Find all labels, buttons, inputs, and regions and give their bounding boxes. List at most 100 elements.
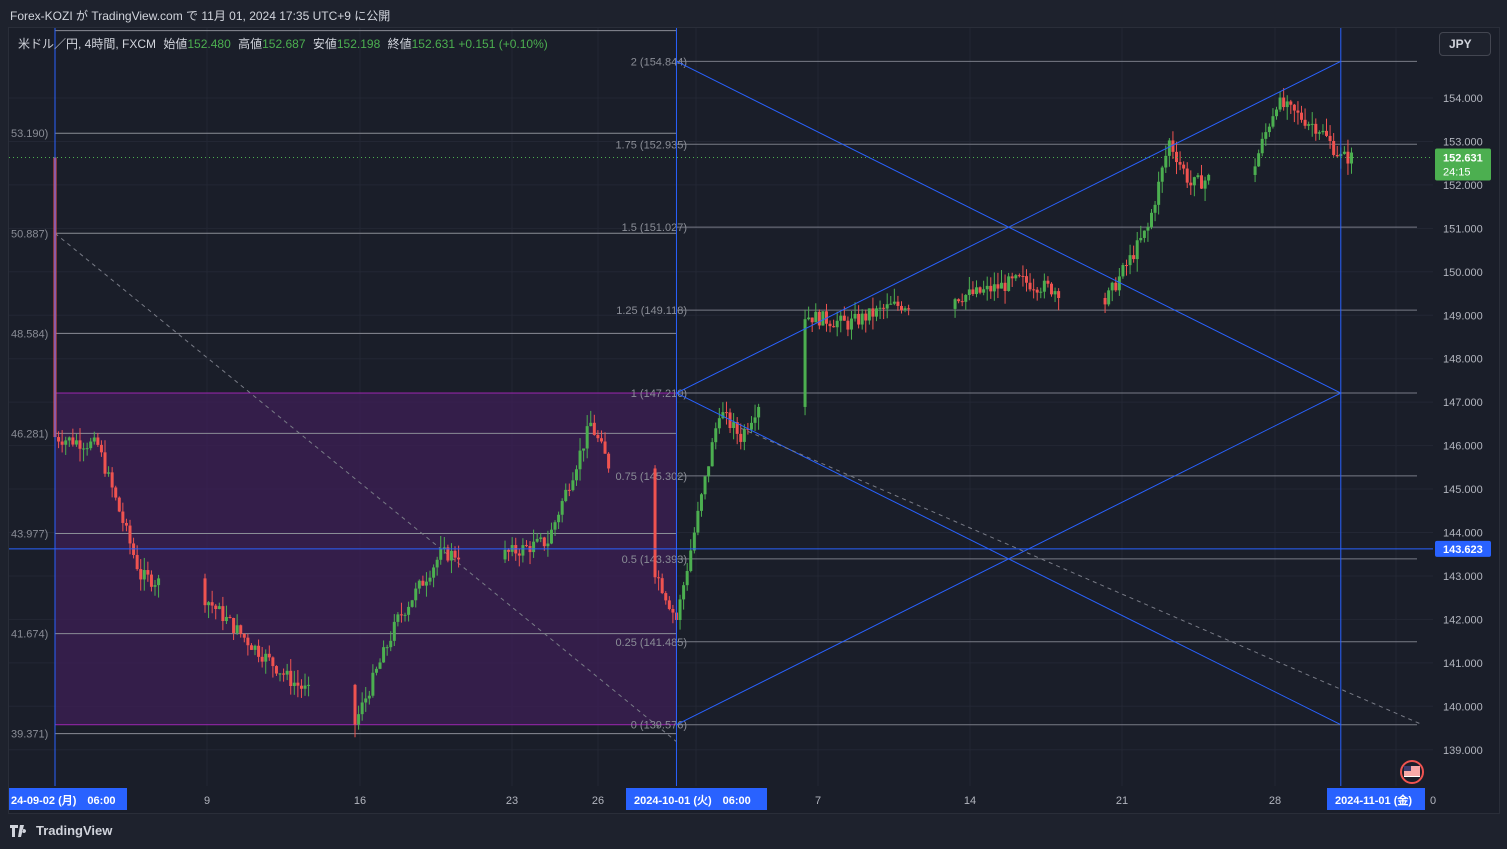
- time-tick: 16: [354, 795, 366, 807]
- candle-body: [682, 585, 686, 600]
- candle-body: [1196, 175, 1200, 178]
- candle-body: [807, 317, 811, 320]
- candle-body: [860, 313, 864, 325]
- candle-body: [417, 580, 421, 589]
- candle-body: [660, 578, 664, 594]
- candle-body: [289, 670, 293, 687]
- candle-body: [978, 287, 982, 293]
- time-edge-label: 0: [1430, 795, 1436, 807]
- candle-body: [374, 668, 378, 673]
- left-box-label: 50.887): [11, 228, 48, 240]
- candle-body: [139, 569, 143, 580]
- candle-body: [685, 570, 689, 586]
- candle-body: [110, 472, 114, 488]
- candle-body: [396, 614, 400, 622]
- ohlc-legend: 米ドル／円, 4時間, FXCM 始値152.480 高値152.687 安値1…: [18, 35, 548, 52]
- candle-body: [224, 616, 228, 622]
- candle-body: [307, 684, 311, 686]
- candle-body: [1153, 204, 1157, 213]
- candle-body: [753, 417, 757, 423]
- price-tick: 148.000: [1443, 354, 1483, 366]
- candle-body: [410, 600, 414, 607]
- candle-body: [364, 698, 368, 703]
- price-scale[interactable]: 154.000 153.000 152.000 151.000 150.000 149.0…: [1433, 28, 1499, 786]
- time-tick: 28: [1269, 795, 1281, 807]
- time-tick: 26: [592, 795, 604, 807]
- candle-body: [135, 554, 139, 570]
- candle-body: [435, 559, 439, 568]
- candle-body: [99, 444, 103, 453]
- candle-body: [1264, 132, 1268, 139]
- candle-body: [1042, 280, 1046, 292]
- candle-body: [64, 440, 68, 445]
- candle-body: [378, 662, 382, 669]
- price-tick: 146.000: [1443, 441, 1483, 453]
- candle-body: [71, 437, 75, 445]
- candle-body: [278, 673, 282, 675]
- fan-line: [676, 392, 1342, 726]
- high-label: 高値: [238, 37, 263, 51]
- candle-body: [832, 326, 836, 328]
- candle-body: [982, 289, 986, 293]
- time-scale[interactable]: 9 16 23 26 7 14 21 28 24-09-02 (月) 06:00 2024-10-…: [9, 788, 1436, 810]
- line-price-badge: [1435, 540, 1491, 557]
- candle-body: [1128, 255, 1132, 266]
- fib-label: 1 (147.210): [631, 388, 687, 400]
- candle-body: [678, 599, 682, 621]
- candle-body: [524, 545, 528, 547]
- candle-body: [885, 304, 889, 309]
- candle-body: [1178, 162, 1182, 165]
- candle-body: [896, 301, 900, 306]
- candle-body: [603, 441, 607, 454]
- candle-body: [542, 537, 546, 547]
- candle-body: [549, 529, 553, 544]
- candle-body: [1146, 227, 1150, 231]
- candle-body: [296, 682, 300, 686]
- candle-body: [392, 621, 396, 641]
- candle-body: [1325, 130, 1329, 136]
- tradingview-logo[interactable]: TradingView: [10, 823, 112, 838]
- candle-body: [1035, 289, 1039, 293]
- candle-body: [810, 317, 814, 323]
- candle-body: [253, 645, 257, 650]
- candle-body: [239, 625, 243, 634]
- candle-body: [82, 448, 86, 450]
- candle-body: [1321, 130, 1325, 133]
- candle-body: [1285, 101, 1289, 108]
- candle-body: [367, 695, 371, 699]
- currency-button[interactable]: JPY: [1439, 32, 1491, 56]
- candle-body: [989, 285, 993, 292]
- candle-body: [532, 541, 536, 553]
- candle-body: [596, 434, 600, 439]
- candle-body: [817, 311, 821, 326]
- candle-body: [1350, 152, 1354, 164]
- candle-body: [124, 522, 128, 526]
- candle-body: [567, 489, 571, 491]
- candle-body: [599, 438, 603, 442]
- candle-body: [828, 323, 832, 327]
- price-tick: 139.000: [1443, 745, 1483, 757]
- candle-body: [964, 294, 968, 302]
- candle-body: [153, 585, 157, 587]
- candle-body: [421, 580, 425, 586]
- symbol-title[interactable]: 米ドル／円, 4時間, FXCM: [18, 37, 157, 51]
- candle-body: [871, 308, 875, 317]
- tradingview-wordmark: TradingView: [36, 823, 113, 838]
- candle-body: [1189, 182, 1193, 186]
- candle-body: [582, 448, 586, 451]
- left-box-label: 43.977): [11, 528, 48, 540]
- candle-body: [1303, 119, 1307, 126]
- candle-body: [1164, 155, 1168, 168]
- time-tick: 7: [815, 795, 821, 807]
- candle-body: [535, 538, 539, 542]
- candle-body: [292, 682, 296, 687]
- candle-body: [953, 299, 957, 309]
- candle-body: [846, 320, 850, 330]
- candle-body: [571, 480, 575, 491]
- candle-body: [653, 468, 657, 578]
- close-label: 終値: [387, 37, 412, 51]
- date-highlight-1: [9, 788, 127, 810]
- candle-body: [710, 442, 714, 467]
- candle-body: [699, 494, 703, 511]
